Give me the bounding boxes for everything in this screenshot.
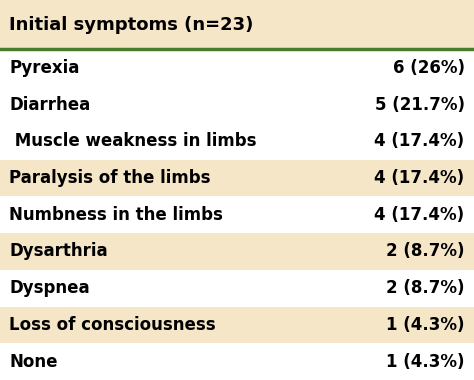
FancyBboxPatch shape bbox=[0, 233, 474, 270]
FancyBboxPatch shape bbox=[0, 270, 474, 307]
FancyBboxPatch shape bbox=[0, 307, 474, 343]
Text: 2 (8.7%): 2 (8.7%) bbox=[386, 279, 465, 297]
Text: 1 (4.3%): 1 (4.3%) bbox=[386, 316, 465, 334]
FancyBboxPatch shape bbox=[0, 160, 474, 196]
Text: Numbness in the limbs: Numbness in the limbs bbox=[9, 206, 223, 224]
Text: Paralysis of the limbs: Paralysis of the limbs bbox=[9, 169, 211, 187]
Text: 5 (21.7%): 5 (21.7%) bbox=[374, 95, 465, 114]
Text: 4 (17.4%): 4 (17.4%) bbox=[374, 169, 465, 187]
Text: Dyspnea: Dyspnea bbox=[9, 279, 90, 297]
Text: 1 (4.3%): 1 (4.3%) bbox=[386, 353, 465, 370]
Text: 2 (8.7%): 2 (8.7%) bbox=[386, 242, 465, 260]
Text: 4 (17.4%): 4 (17.4%) bbox=[374, 132, 465, 150]
Text: Initial symptoms (n=23): Initial symptoms (n=23) bbox=[9, 16, 254, 34]
Text: Diarrhea: Diarrhea bbox=[9, 95, 91, 114]
Text: Loss of consciousness: Loss of consciousness bbox=[9, 316, 216, 334]
Text: 4 (17.4%): 4 (17.4%) bbox=[374, 206, 465, 224]
Text: 6 (26%): 6 (26%) bbox=[392, 59, 465, 77]
FancyBboxPatch shape bbox=[0, 49, 474, 86]
FancyBboxPatch shape bbox=[0, 343, 474, 380]
Text: Dysarthria: Dysarthria bbox=[9, 242, 108, 260]
FancyBboxPatch shape bbox=[0, 123, 474, 160]
Text: Pyrexia: Pyrexia bbox=[9, 59, 80, 77]
FancyBboxPatch shape bbox=[0, 0, 474, 49]
Text: None: None bbox=[9, 353, 58, 370]
Text: Muscle weakness in limbs: Muscle weakness in limbs bbox=[9, 132, 257, 150]
FancyBboxPatch shape bbox=[0, 196, 474, 233]
FancyBboxPatch shape bbox=[0, 86, 474, 123]
